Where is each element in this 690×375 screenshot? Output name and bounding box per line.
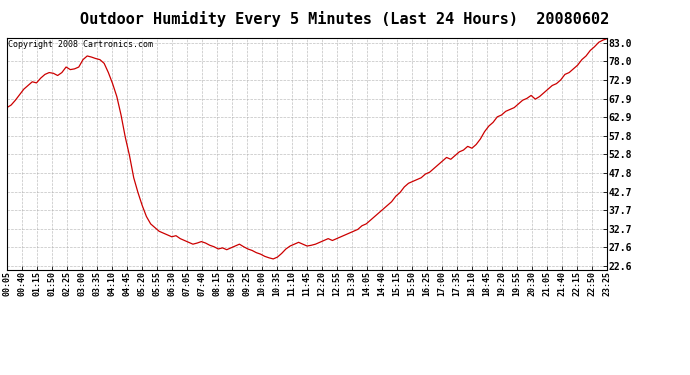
Text: Copyright 2008 Cartronics.com: Copyright 2008 Cartronics.com [8, 40, 153, 49]
Text: Outdoor Humidity Every 5 Minutes (Last 24 Hours)  20080602: Outdoor Humidity Every 5 Minutes (Last 2… [80, 11, 610, 27]
